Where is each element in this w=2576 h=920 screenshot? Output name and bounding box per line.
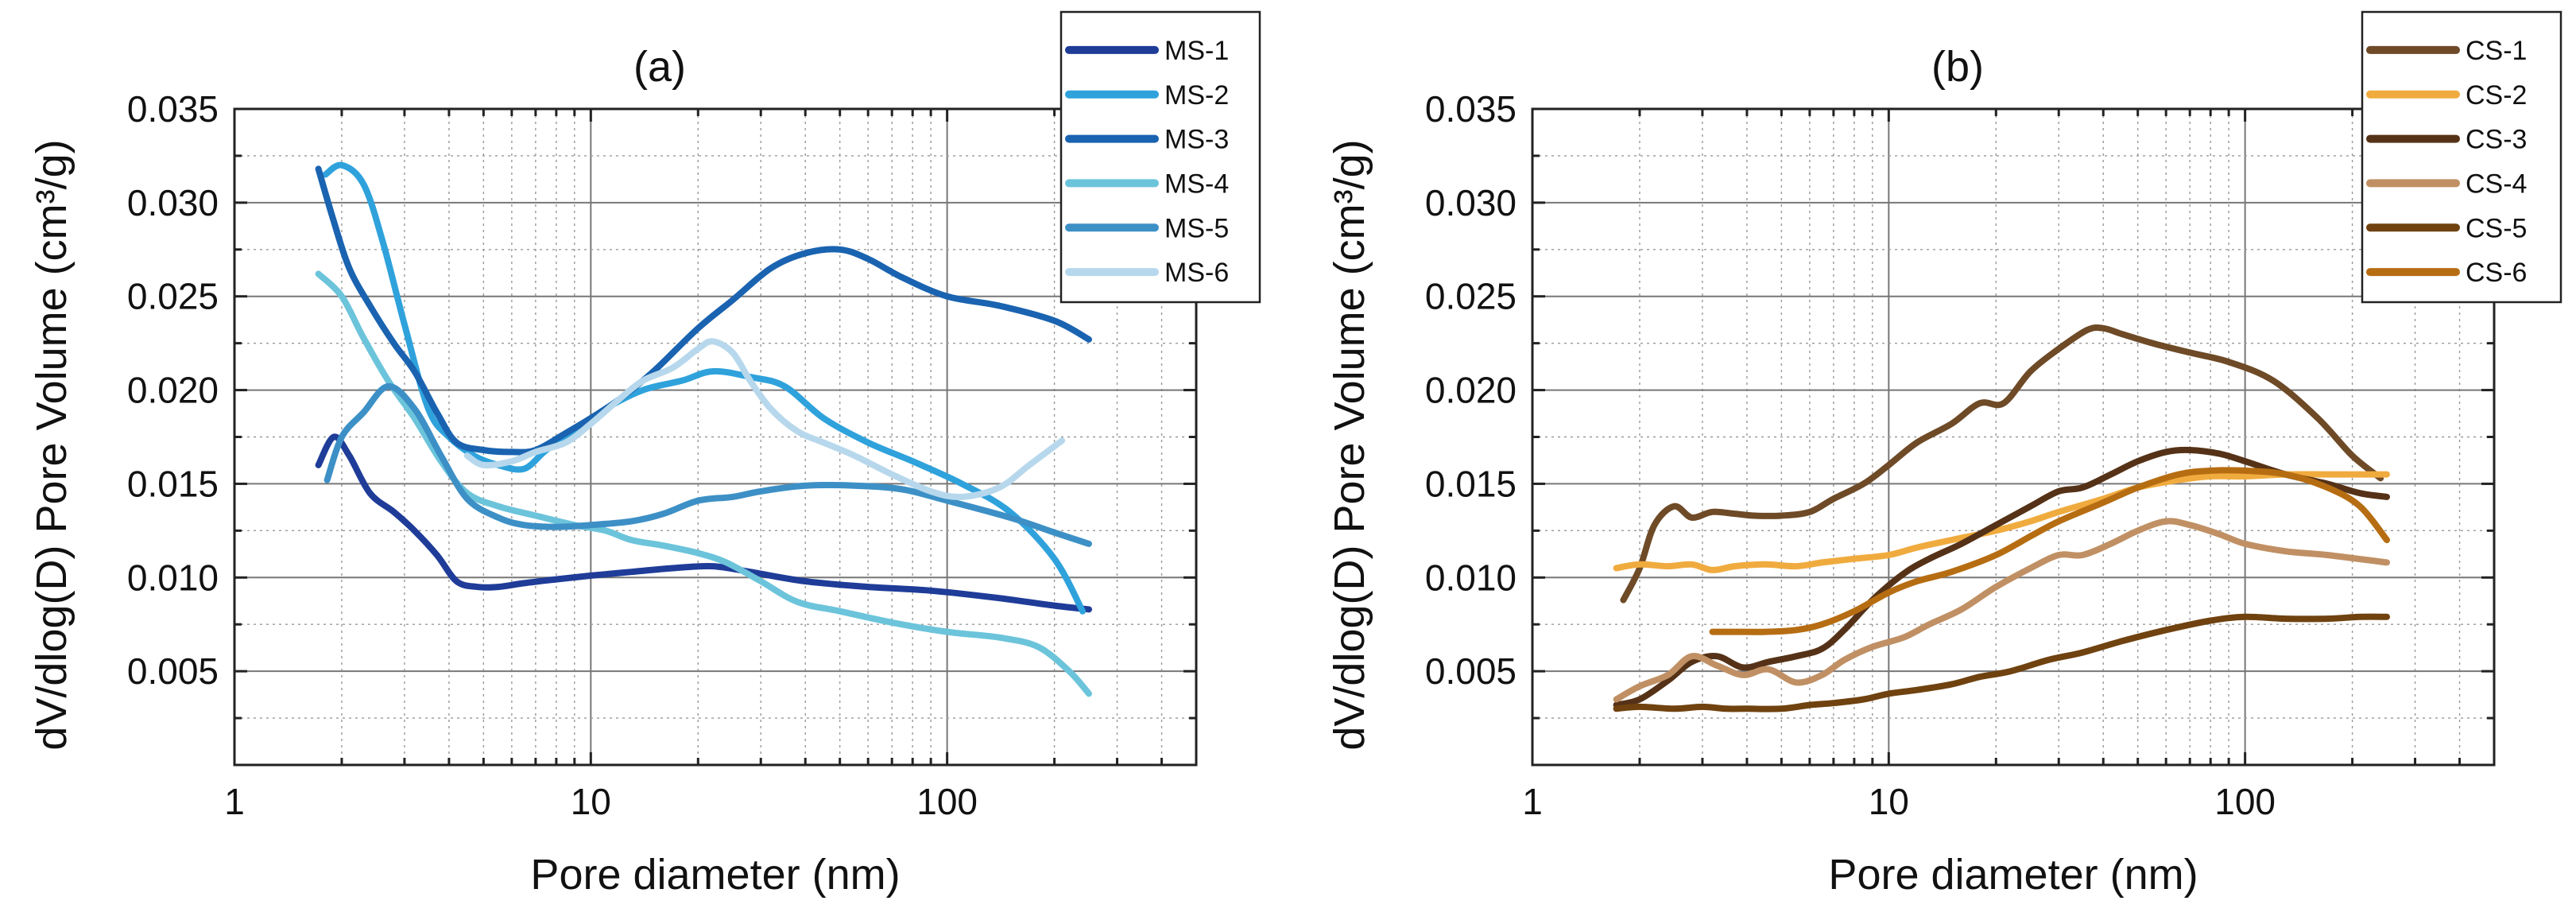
y-tick-label: 0.010 xyxy=(1425,557,1517,598)
legend-box xyxy=(1059,10,1261,304)
y-tick-label: 0.005 xyxy=(1425,650,1517,692)
y-tick-label: 0.025 xyxy=(1425,276,1517,317)
y-tick-label: 0.030 xyxy=(1425,182,1517,223)
series-line-ms-4 xyxy=(315,270,1092,697)
x-axis-title: Pore diameter (nm) xyxy=(530,851,900,899)
series-line-ms-5 xyxy=(323,382,1092,547)
legend-label: CS-2 xyxy=(2466,80,2527,111)
plot-frame xyxy=(233,107,1198,767)
y-tick-label: 0.035 xyxy=(127,88,219,130)
legend-label: CS-4 xyxy=(2466,169,2527,199)
legend-label: MS-2 xyxy=(1164,80,1229,111)
series-line-cs-4 xyxy=(1613,518,2390,703)
panel-title: (b) xyxy=(1931,43,1984,91)
x-tick-label: 100 xyxy=(2214,781,2276,822)
x-tick-label: 100 xyxy=(916,781,978,822)
y-tick-label: 0.020 xyxy=(1425,370,1517,411)
legend-label: MS-3 xyxy=(1164,125,1229,155)
y-tick-label: 0.020 xyxy=(127,370,219,411)
series-line-ms-6 xyxy=(463,338,1066,501)
legend-label: CS-6 xyxy=(2466,258,2527,288)
x-tick-label: 1 xyxy=(1522,781,1543,822)
series-line-ms-2 xyxy=(322,161,1087,615)
legend: MS-1 MS-2 MS-3 MS-4 MS-5 MS-6 xyxy=(1059,10,1261,304)
series-line-cs-1 xyxy=(1620,324,2384,604)
legend-label: MS-1 xyxy=(1164,36,1229,66)
legend-label: MS-5 xyxy=(1164,213,1229,243)
y-tick-label: 0.010 xyxy=(127,557,219,598)
y-tick-label: 0.015 xyxy=(1425,463,1517,504)
series-lines xyxy=(315,161,1092,697)
x-tick-label: 10 xyxy=(571,781,611,822)
x-tick-label: 1 xyxy=(224,781,245,822)
y-tick-label: 0.015 xyxy=(127,463,219,504)
x-axis-title: Pore diameter (nm) xyxy=(1828,851,2198,899)
chart-panel-a: 1 10 100 0.005 0.010 0.015 0.020 0.025 0.030 0.03… xyxy=(28,10,1261,899)
chart-panel-b: 1 10 100 0.005 0.010 0.015 0.020 0.025 0.030 0.03… xyxy=(1326,10,2562,899)
legend-label: MS-4 xyxy=(1164,169,1229,199)
ticks xyxy=(1531,107,2496,765)
series-line-ms-3 xyxy=(315,165,1092,456)
grid xyxy=(234,108,1196,765)
series-line-cs-5 xyxy=(1613,613,2390,712)
legend-label: MS-6 xyxy=(1164,258,1229,288)
y-tick-label: 0.030 xyxy=(127,182,219,223)
ticks xyxy=(233,107,1198,765)
legend-box xyxy=(2361,10,2562,304)
panel-title: (a) xyxy=(633,43,686,91)
series-line-cs-2 xyxy=(1613,471,2390,573)
y-axis-title: dV/dlog(D) Pore Volume (cm³/g) xyxy=(28,139,76,750)
legend-label: CS-1 xyxy=(2466,36,2527,66)
legend-label: CS-3 xyxy=(2466,125,2527,155)
legend-label: CS-5 xyxy=(2466,213,2527,243)
series-lines xyxy=(1613,324,2390,712)
legend: CS-1 CS-2 CS-3 CS-4 CS-5 CS-6 xyxy=(2361,10,2562,304)
y-tick-label: 0.025 xyxy=(127,276,219,317)
series-line-cs-3 xyxy=(1613,446,2390,708)
y-tick-label: 0.035 xyxy=(1425,88,1517,130)
y-axis-title: dV/dlog(D) Pore Volume (cm³/g) xyxy=(1326,139,1373,750)
series-line-ms-1 xyxy=(315,433,1092,613)
x-tick-label: 10 xyxy=(1869,781,1909,822)
y-tick-label: 0.005 xyxy=(127,650,219,692)
series-line-cs-6 xyxy=(1709,467,2390,635)
